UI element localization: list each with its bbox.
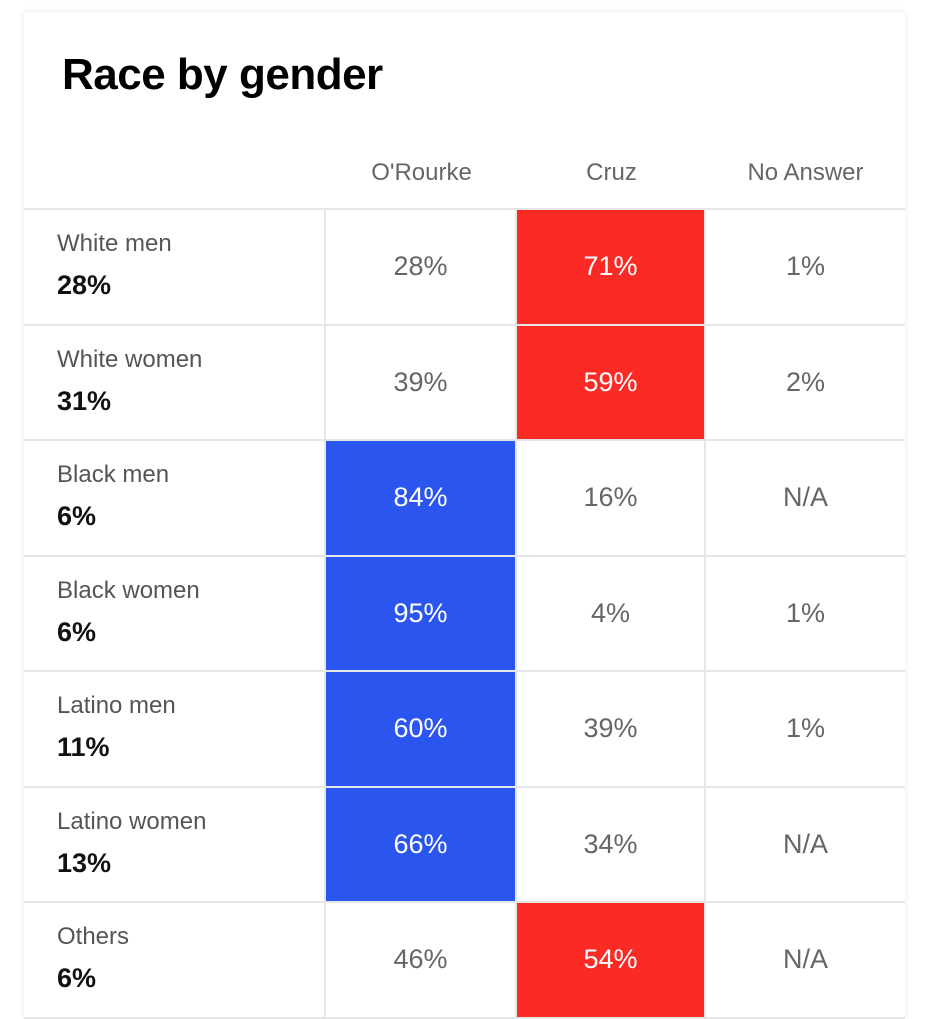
value-cell-orourke: 84% [326, 441, 517, 555]
row-label-cell: White women 31% [24, 325, 326, 439]
row-group-name: Others [57, 923, 130, 950]
row-label-cell: Black women 6% [24, 556, 326, 670]
value-cell-cruz: 16% [517, 441, 706, 555]
row-group-share: 31% [57, 385, 112, 416]
value-cell-orourke: 60% [326, 672, 517, 786]
row-label-cell: Black men 6% [24, 441, 326, 555]
value-cell-no-answer: 1% [785, 251, 826, 282]
row-label-cell: Latino women 13% [24, 787, 326, 901]
value-cell-no-answer: 1% [785, 597, 826, 628]
table-row: White women 31% 39% 59% 2% [24, 325, 905, 441]
row-group-name: Black women [57, 576, 200, 604]
row-group-name: Latino women [57, 807, 207, 835]
row-label-cell: Others 6% [24, 903, 326, 1017]
value-cell-cruz: 39% [517, 672, 706, 786]
row-label-cell: White men 28% [24, 210, 326, 324]
row-group-name: White women [57, 345, 203, 373]
table-row: Others 6% 46% 54% N/A [24, 903, 905, 1019]
table-row: Latino women 13% 66% 34% N/A [24, 787, 905, 903]
table-row: White men 28% 28% 71% 1% [24, 210, 905, 326]
results-card: Race by gender O'Rourke Cruz No Answer W… [24, 12, 905, 1019]
column-header-row: O'Rourke Cruz No Answer [24, 148, 905, 208]
row-group-share: 28% [57, 270, 112, 300]
chart-title: Race by gender [62, 50, 383, 99]
column-header-orourke: O'Rourke [371, 159, 472, 186]
value-cell-cruz: 4% [517, 556, 706, 670]
table-row: Black men 6% 84% 16% N/A [24, 441, 905, 557]
row-group-share: 6% [57, 963, 97, 993]
value-cell-cruz: 54% [517, 903, 706, 1017]
row-group-share: 13% [57, 847, 112, 878]
row-group-share: 6% [57, 501, 97, 531]
results-table: White men 28% 28% 71% 1% White women 31% 39% 59%… [24, 208, 905, 1019]
row-group-name: White men [57, 230, 172, 257]
row-group-share: 6% [57, 616, 97, 647]
value-cell-cruz: 71% [517, 210, 706, 324]
value-cell-orourke: 46% [326, 903, 517, 1017]
value-cell-no-answer: N/A [782, 482, 828, 513]
table-row: Latino men 11% 60% 39% 1% [24, 672, 905, 788]
value-cell-cruz: 34% [517, 787, 706, 901]
value-cell-orourke: 95% [326, 556, 517, 670]
value-cell-cruz: 59% [517, 325, 706, 439]
column-header-cruz: Cruz [586, 159, 637, 186]
value-cell-orourke: 39% [326, 325, 517, 439]
value-cell-orourke: 66% [326, 787, 517, 901]
value-cell-no-answer: 2% [785, 366, 826, 397]
value-cell-orourke: 28% [326, 210, 517, 324]
column-header-no-answer: No Answer [747, 159, 864, 186]
value-cell-no-answer: 1% [785, 713, 826, 744]
row-group-name: Latino men [57, 692, 176, 719]
value-cell-no-answer: N/A [782, 828, 828, 859]
table-row: Black women 6% 95% 4% 1% [24, 556, 905, 672]
row-group-name: Black men [57, 461, 170, 488]
row-label-cell: Latino men 11% [24, 672, 326, 786]
row-group-share: 11% [57, 732, 110, 762]
value-cell-no-answer: N/A [782, 944, 828, 975]
